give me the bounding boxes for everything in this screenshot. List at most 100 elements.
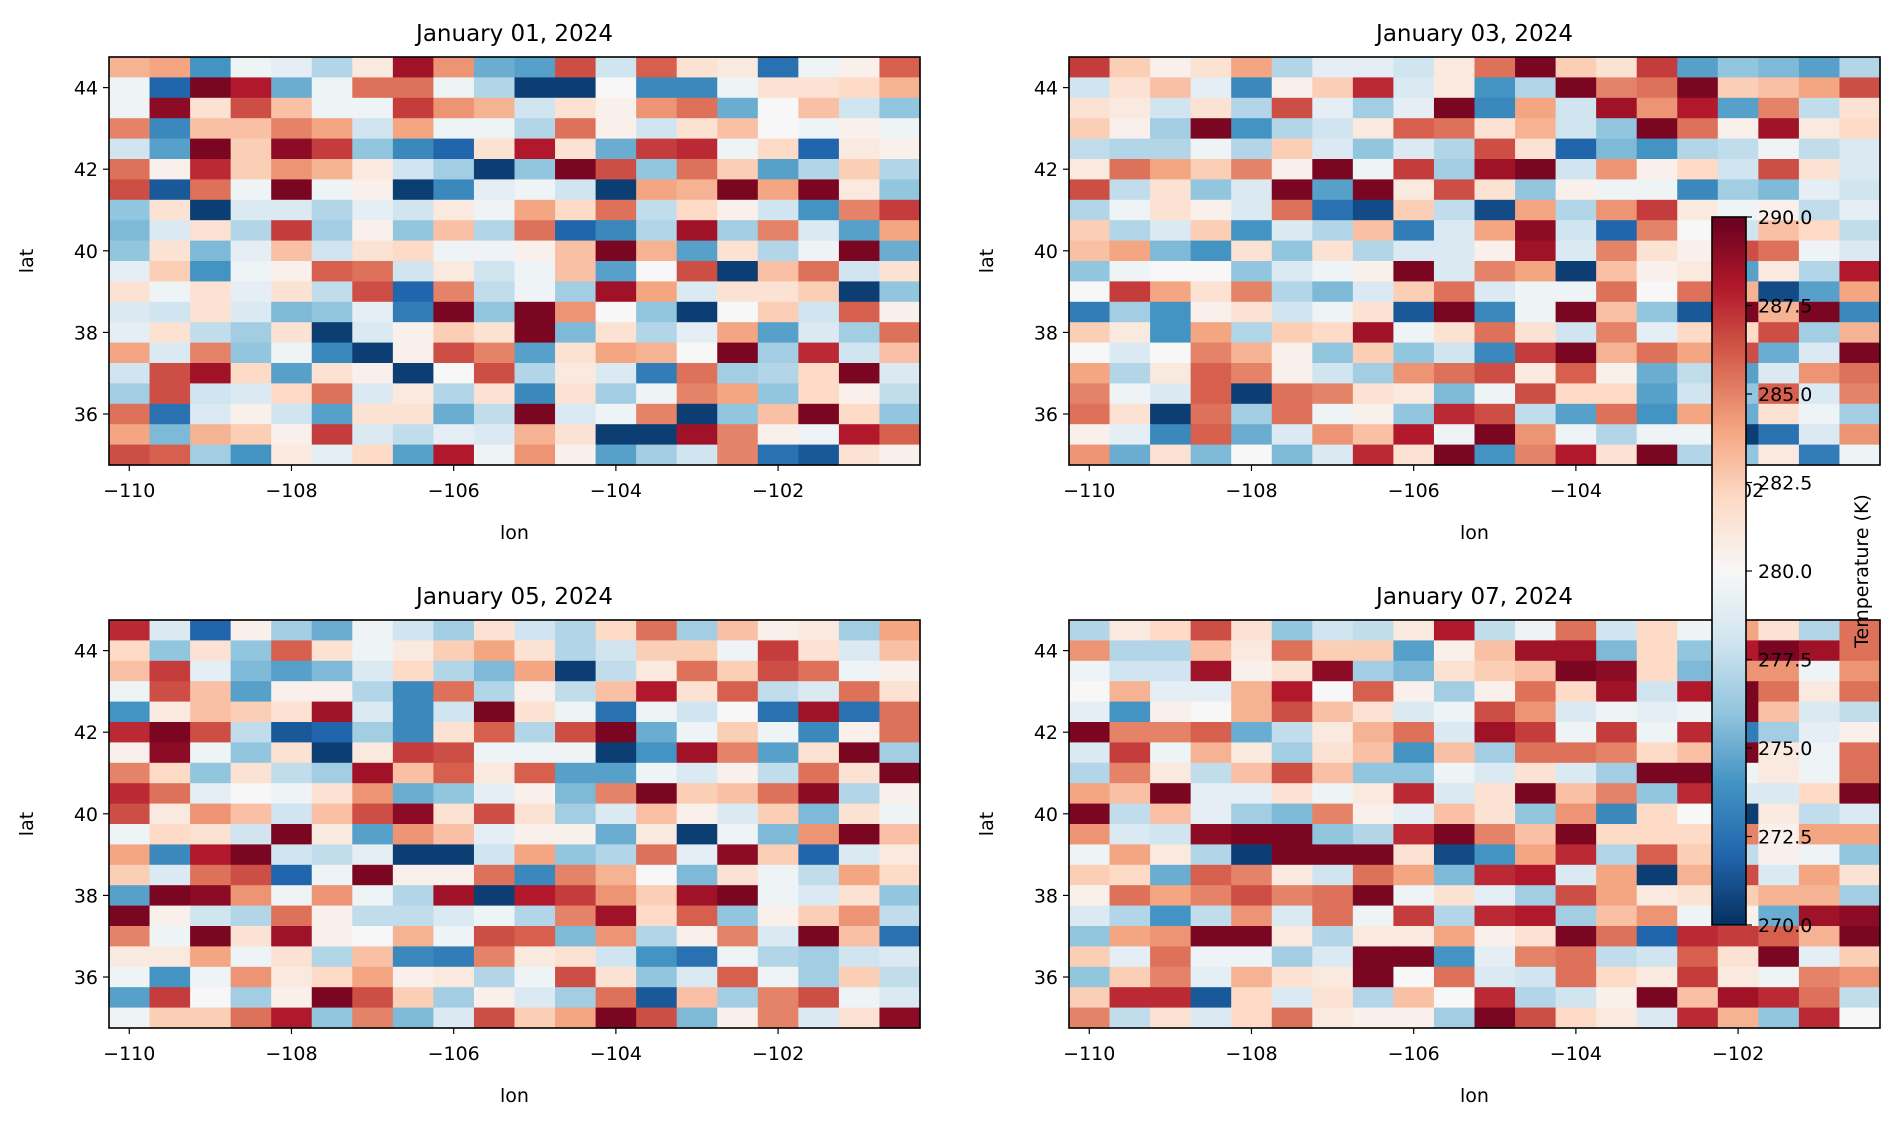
heatmap-cell [230,926,272,947]
heatmap-cell [1190,946,1232,968]
heatmap-cell [311,824,353,845]
heatmap-cell [473,844,516,866]
heatmap-cell [1758,179,1800,201]
heatmap-cell [1758,946,1800,968]
heatmap-cell [1596,77,1638,99]
heatmap-cell [838,681,881,703]
heatmap-cell [1312,946,1354,968]
heatmap-cell [1190,966,1232,988]
heatmap-cell [1474,220,1516,242]
y-tick-label: 36 [1034,967,1058,989]
heatmap-cell [1231,783,1273,805]
heatmap-cell [149,762,191,784]
heatmap-cell [514,281,556,303]
heatmap-cell [1312,281,1354,303]
heatmap-cell [1190,926,1232,947]
heatmap-cell [1069,660,1111,682]
heatmap-cell [392,281,434,303]
heatmap-cell [392,803,434,825]
heatmap-cell [798,424,840,446]
heatmap-cell [555,681,597,703]
heatmap-cell [838,220,881,242]
heatmap-cell [1677,77,1719,99]
heatmap-cell [1555,681,1597,703]
heatmap-cell [1150,138,1192,160]
heatmap-cell [311,159,353,180]
heatmap-cell [1231,424,1273,446]
heatmap-cell [1190,199,1232,221]
x-tick-label: −108 [1225,480,1277,502]
heatmap-cell [1109,281,1151,303]
heatmap-cell [1474,824,1516,845]
heatmap-cell [676,864,718,886]
heatmap-cell [1474,762,1516,784]
x-tick-label: −102 [1712,1043,1764,1065]
heatmap-cell [636,363,678,384]
heatmap-cell [271,926,313,947]
heatmap-cell [1231,57,1273,78]
heatmap-cell [1636,783,1678,805]
heatmap-cell [190,220,232,242]
heatmap-cell [149,403,191,425]
heatmap-cell [1150,424,1192,446]
panel-jan-01: January 01, 2024−110 −108 −106 −104 −1023638… [16,21,921,544]
heatmap-cell [1596,844,1638,866]
heatmap-cell [676,803,718,825]
heatmap-cell [1109,762,1151,784]
heatmap-cell [109,762,151,784]
heatmap-cell [1515,926,1557,947]
heatmap-cell [798,77,840,99]
heatmap-cell [879,1007,921,1029]
heatmap-cell [879,57,921,78]
heatmap-cell [149,946,191,968]
heatmap-cell [555,722,597,743]
heatmap-cell [1312,987,1354,1009]
heatmap-cell [230,159,272,180]
heatmap-cell [271,363,313,384]
heatmap-cell [1352,118,1394,140]
heatmap-cell [636,640,678,662]
heatmap-cell [636,444,678,466]
heatmap-cell [1231,966,1273,988]
heatmap-cell [1677,1007,1719,1029]
heatmap-cell [352,701,394,723]
heatmap-cell [433,864,475,886]
heatmap-cell [230,403,272,425]
heatmap-cell [1231,363,1273,384]
heatmap-cell [676,240,718,262]
heatmap-cell [1150,199,1192,221]
heatmap-cell [473,864,516,886]
heatmap-cell [392,885,434,907]
heatmap-cell [1150,261,1192,282]
heatmap-cell [1433,783,1476,805]
heatmap-cell [149,118,191,140]
heatmap-cell [1636,403,1678,425]
heatmap-cell [1190,987,1232,1009]
heatmap-cell [433,403,475,425]
heatmap-cell [271,322,313,344]
heatmap-cell [1190,681,1232,703]
heatmap-cell [1515,220,1557,242]
heatmap-cell [473,444,516,466]
heatmap-cell [1474,138,1516,160]
heatmap-cell [1515,1007,1557,1029]
heatmap-cell [555,118,597,140]
heatmap-cell [555,701,597,723]
heatmap-cell [717,864,759,886]
heatmap-cell [1758,926,1800,947]
heatmap-cell [149,97,191,119]
heatmap-cell [636,701,678,723]
heatmap-cell [717,762,759,784]
heatmap-cell [1190,363,1232,384]
heatmap-cell [1231,159,1273,180]
heatmap-cell [1312,824,1354,845]
heatmap-cell [1555,363,1597,384]
heatmap-cell [109,905,151,927]
heatmap-cell [1555,179,1597,201]
heatmap-cell [879,97,921,119]
heatmap-cell [109,640,151,662]
heatmap-cell [636,342,678,364]
heatmap-cell [1677,946,1719,968]
heatmap-cell [1515,57,1557,78]
heatmap-cell [1069,722,1111,743]
